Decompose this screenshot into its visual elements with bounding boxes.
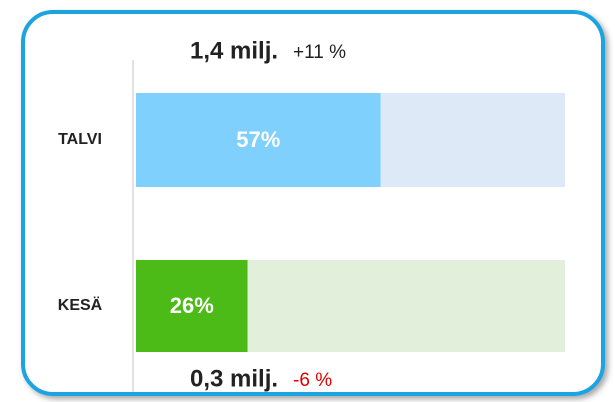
annotation-change: +11 % (293, 42, 346, 63)
annotation-total: 0,3 milj. (190, 365, 278, 392)
value-label: 57% (236, 127, 280, 152)
bar (136, 260, 248, 352)
annotation-change: -6 % (293, 370, 332, 391)
annotation-total: 1,4 milj. (190, 37, 278, 64)
category-label: TALVI (58, 131, 102, 148)
bar (136, 93, 381, 187)
category-label: KESÄ (58, 296, 103, 314)
value-label: 26% (170, 293, 214, 318)
